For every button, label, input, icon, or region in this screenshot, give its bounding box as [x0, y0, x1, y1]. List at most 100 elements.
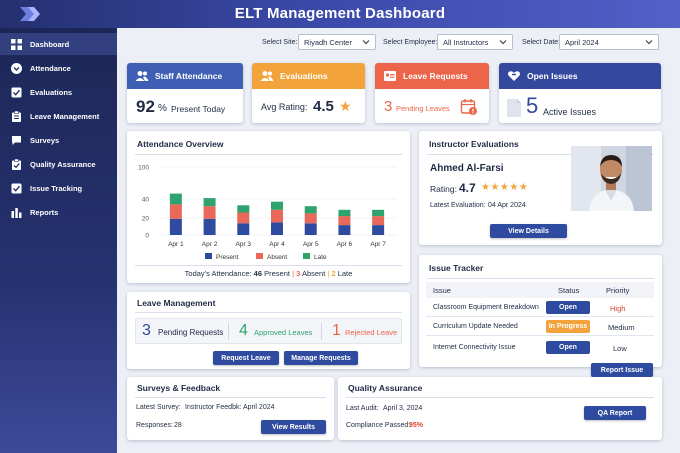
employee-filter-label: Select Employee:: [383, 39, 438, 46]
date-filter-label: Select Date:: [522, 39, 561, 46]
card-header: Evaluations: [252, 63, 365, 89]
employee-select[interactable]: All Instructors: [437, 34, 513, 50]
open-issues-card[interactable]: Open Issues 5 Active Issues: [499, 63, 661, 123]
latest-evaluation-label: Latest Evaluation:: [430, 202, 486, 209]
card-header: Leave Requests: [375, 63, 489, 89]
attendance-percent: 92: [136, 97, 155, 116]
last-audit-value: April 3, 2024: [383, 405, 423, 412]
latest-evaluation-value: 04 Apr 2024: [488, 202, 526, 209]
sidebar-item-label: Issue Tracking: [30, 183, 83, 193]
users-icon: [260, 71, 274, 81]
summary-label: Today's Attendance:: [184, 269, 252, 278]
todays-attendance-summary: Today's Attendance: 46 Present | 3 Absen…: [127, 269, 410, 278]
column-header-issue: Issue: [433, 286, 451, 295]
staff-attendance-card[interactable]: Staff Attendance 92 % Present Today: [127, 63, 243, 123]
separator: |: [327, 269, 330, 278]
calendar-alert-icon: [460, 99, 477, 115]
latest-survey-label: Latest Survey:: [136, 404, 181, 411]
sidebar-item-quality-assurance[interactable]: Quality Assurance: [0, 153, 117, 175]
star-icon: ★: [339, 98, 352, 114]
sidebar-item-dashboard[interactable]: Dashboard: [0, 33, 117, 55]
status-badge: Open: [546, 301, 590, 314]
divider: [135, 312, 402, 313]
pending-leaves-count: 3: [384, 98, 393, 115]
table-row[interactable]: Curriculum Update Needed In Progress Med…: [426, 318, 654, 336]
manage-requests-button[interactable]: Manage Requests: [284, 351, 358, 365]
bar-chart-icon: [11, 207, 22, 218]
divider: [135, 397, 326, 398]
date-select-value: April 2024: [565, 38, 599, 47]
bar-absent: [203, 206, 216, 219]
leave-summary-box: [135, 318, 402, 344]
site-select[interactable]: Riyadh Center: [298, 34, 376, 50]
evaluations-card[interactable]: Evaluations Avg Rating: 4.5 ★: [252, 63, 365, 123]
card-title: Staff Attendance: [155, 71, 223, 81]
divider: [427, 278, 654, 279]
sidebar-item-attendance[interactable]: Attendance: [0, 57, 117, 79]
priority-value: Medium: [608, 323, 635, 332]
heart-shield-icon: [507, 71, 521, 81]
panel-title: Instructor Evaluations: [429, 139, 519, 149]
app-title: ELT Management Dashboard: [234, 5, 446, 22]
card-title: Evaluations: [280, 71, 328, 81]
bar-late: [203, 198, 216, 207]
site-filter-label: Select Site:: [262, 39, 298, 46]
chevron-circle-icon: [11, 62, 22, 74]
x-tick-label: Apr 7: [370, 241, 386, 248]
column-header-priority: Priority: [606, 286, 630, 295]
bar-absent: [271, 209, 283, 223]
approved-leaves-label: Approved Leaves: [254, 328, 313, 337]
request-leave-button[interactable]: Request Leave: [213, 351, 279, 365]
rating-label: Rating:: [430, 184, 457, 194]
view-details-button[interactable]: View Details: [490, 224, 567, 238]
rejected-leave-count: 1: [332, 322, 341, 339]
bar-present: [271, 222, 283, 235]
open-issues-count: 5: [526, 93, 539, 118]
date-select[interactable]: April 2024: [559, 34, 659, 50]
bar-present: [237, 223, 250, 235]
table-row[interactable]: Internet Connectivity Issue Open Low: [426, 339, 654, 357]
bar-present: [372, 225, 385, 235]
leave-requests-card[interactable]: Leave Requests 3 Pending Leaves: [375, 63, 489, 123]
avg-rating-value: 4.5: [313, 98, 334, 115]
clipboard-icon: [11, 110, 22, 122]
bar-present: [304, 223, 317, 235]
summary-late-value: 2: [331, 269, 336, 278]
card-title: Open Issues: [527, 71, 578, 81]
sidebar-item-leave-management[interactable]: Leave Management: [0, 105, 117, 127]
table-header-row: Issue Status Priority: [426, 282, 654, 298]
table-row[interactable]: Classroom Equipment Breakdown Open High: [426, 299, 654, 317]
qa-report-button[interactable]: QA Report: [584, 406, 646, 420]
card-header: Open Issues: [499, 63, 661, 89]
panel-title: Surveys & Feedback: [137, 383, 221, 393]
sidebar-item-surveys[interactable]: Surveys: [0, 129, 117, 151]
attendance-unit: %: [158, 103, 167, 114]
top-bar: ELT Management Dashboard: [0, 0, 680, 28]
divider: [135, 265, 402, 266]
attendance-chart: 0 20 40 100 Apr 1 Apr 2 Apr 3 Apr 4 Apr 5 Apr 6 Ap…: [138, 165, 397, 261]
quality-assurance-panel: Quality Assurance Last Audit: April 3, 2…: [338, 377, 662, 440]
sidebar-item-label: Leave Management: [30, 111, 100, 121]
bar-absent: [304, 213, 317, 224]
issue-name: Classroom Equipment Breakdown: [433, 304, 539, 311]
divider: [346, 397, 654, 398]
sidebar-item-reports[interactable]: Reports: [0, 201, 117, 223]
bar-absent: [372, 216, 385, 226]
sidebar-item-label: Evaluations: [30, 87, 73, 97]
bar-late: [304, 206, 317, 214]
report-issue-button[interactable]: Report Issue: [591, 363, 653, 377]
chevron-down-icon: [645, 40, 653, 45]
summary-late-label: Late: [337, 269, 353, 278]
legend-label: Present: [216, 254, 239, 261]
grid-icon: [11, 38, 22, 50]
view-results-button[interactable]: View Results: [261, 420, 326, 434]
sidebar-item-issue-tracking[interactable]: Issue Tracking: [0, 177, 117, 199]
checkbox-icon: [11, 183, 22, 194]
bar-late: [338, 209, 351, 217]
sidebar-item-evaluations[interactable]: Evaluations: [0, 81, 117, 103]
card-header: Staff Attendance: [127, 63, 243, 89]
open-issues-caption: Active Issues: [543, 107, 597, 117]
rating-value: 4.7: [459, 181, 476, 195]
column-header-status: Status: [558, 286, 580, 295]
separator: |: [292, 269, 295, 278]
